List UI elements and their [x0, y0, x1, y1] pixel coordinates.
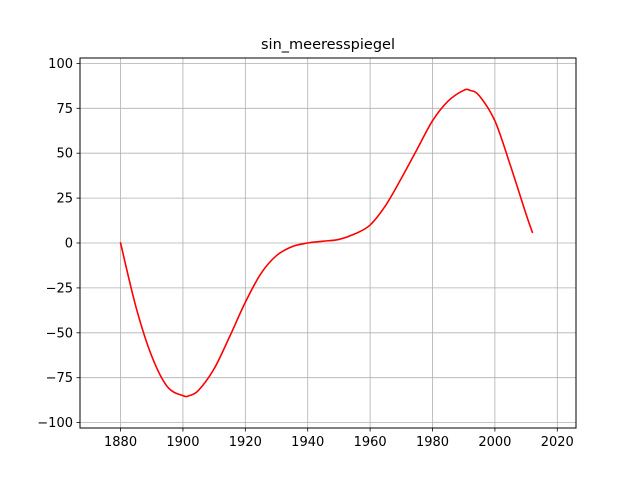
y-tick-label: 0	[65, 237, 73, 252]
y-tick-label: −75	[46, 371, 73, 386]
y-axis: 100 75 50 25 0 −25 −50 −75 −100	[37, 57, 80, 431]
x-tick-label: 2000	[478, 435, 511, 450]
x-tick-label: 1980	[416, 435, 449, 450]
x-tick-label: 1900	[166, 435, 199, 450]
x-tick-label: 1920	[229, 435, 262, 450]
x-tick-label: 2020	[541, 435, 574, 450]
series-line	[119, 88, 534, 398]
y-tick-label: −100	[37, 416, 73, 431]
series-lines	[119, 88, 534, 398]
y-tick-label: −50	[46, 326, 73, 341]
x-tick-label: 1940	[291, 435, 324, 450]
y-tick-label: 50	[56, 147, 73, 162]
x-axis: 1880 1900 1920 1940 1960 1980 2000 2020	[104, 428, 574, 450]
chart-title: sin_meeresspiegel	[261, 37, 395, 53]
y-tick-label: −25	[46, 281, 73, 296]
y-tick-label: 75	[56, 102, 73, 117]
x-tick-label: 1880	[104, 435, 137, 450]
y-tick-label: 25	[56, 192, 73, 207]
x-tick-label: 1960	[354, 435, 387, 450]
y-tick-label: 100	[48, 57, 73, 72]
